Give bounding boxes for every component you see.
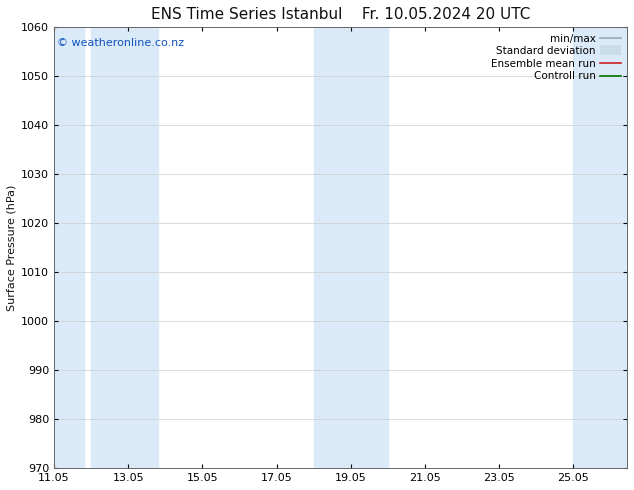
- Y-axis label: Surface Pressure (hPa): Surface Pressure (hPa): [7, 185, 17, 311]
- Bar: [314, 27, 388, 468]
- Text: © weatheronline.co.nz: © weatheronline.co.nz: [57, 38, 184, 49]
- Bar: [573, 27, 627, 468]
- Title: ENS Time Series Istanbul    Fr. 10.05.2024 20 UTC: ENS Time Series Istanbul Fr. 10.05.2024 …: [151, 7, 530, 22]
- Legend: min/max, Standard deviation, Ensemble mean run, Controll run: min/max, Standard deviation, Ensemble me…: [487, 29, 625, 86]
- Bar: [91, 27, 158, 468]
- Bar: [54, 27, 84, 468]
